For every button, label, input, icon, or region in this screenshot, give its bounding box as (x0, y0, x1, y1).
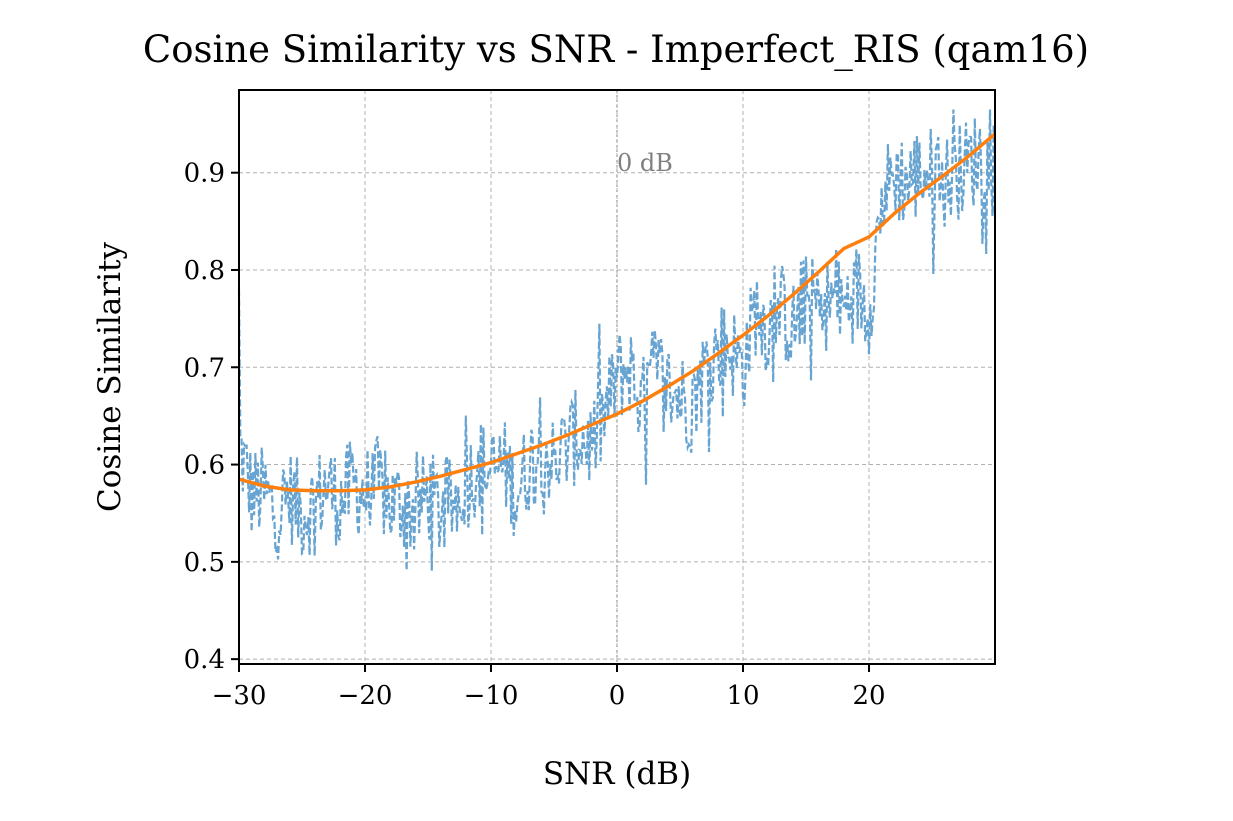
y-axis-label: Cosine Similarity (92, 242, 128, 512)
x-tick-label: 20 (852, 681, 885, 711)
noisy-series-line (237, 109, 997, 571)
x-tick-label: −20 (338, 681, 393, 711)
y-tick-label: 0.5 (184, 548, 225, 578)
axis-ticks: −30 −20 −10 0 10 20 0.4 0.5 0.6 0.7 0.8 0.9 (184, 159, 886, 711)
series-layer (237, 109, 997, 571)
y-tick-label: 0.9 (184, 159, 225, 189)
x-tick-label: −30 (212, 681, 267, 711)
y-tick-label: 0.7 (184, 353, 225, 383)
y-tick-label: 0.6 (184, 451, 225, 481)
x-tick-label: −10 (464, 681, 519, 711)
x-axis-label: SNR (dB) (543, 756, 691, 792)
trend-series-line (238, 132, 997, 493)
y-tick-label: 0.4 (184, 645, 225, 675)
y-tick-label: 0.8 (184, 256, 225, 286)
x-tick-label: 0 (609, 681, 626, 711)
x-tick-label: 10 (726, 681, 759, 711)
chart-title: Cosine Similarity vs SNR - Imperfect_RIS… (143, 28, 1089, 72)
zero-db-annotation: 0 dB (617, 149, 673, 177)
